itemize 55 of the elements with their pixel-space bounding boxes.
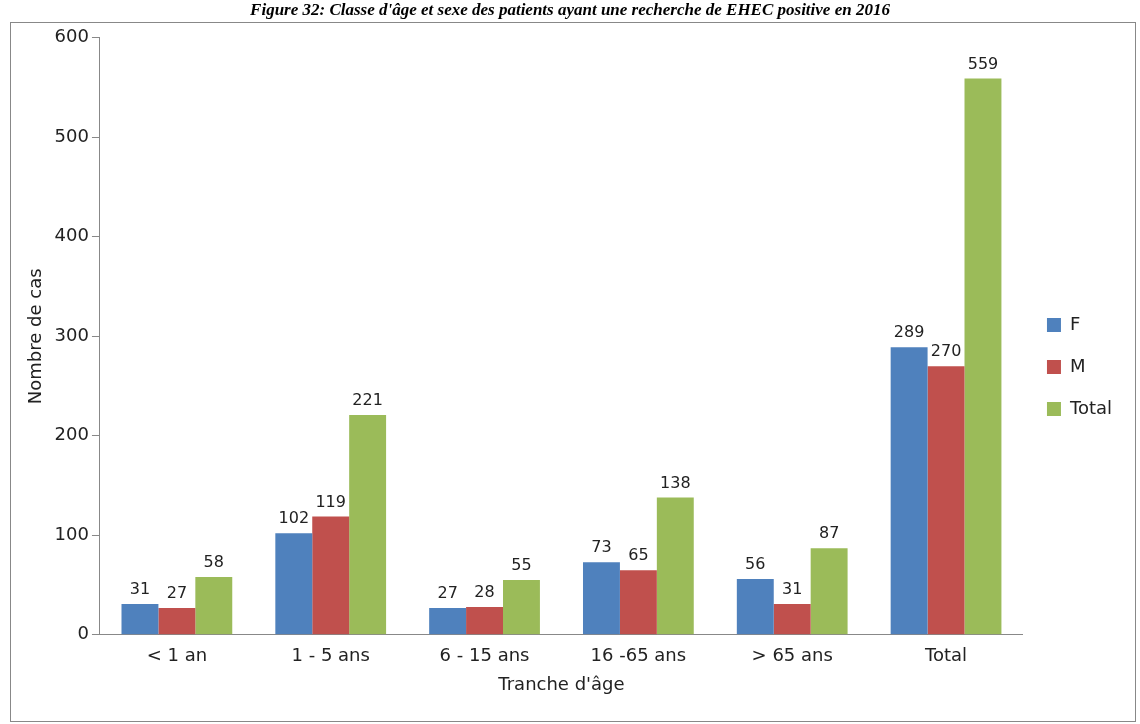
data-label: 102 (278, 508, 310, 528)
bar (349, 414, 387, 635)
bar (736, 579, 774, 635)
data-label: 87 (818, 523, 840, 543)
bar (503, 580, 540, 635)
bar (121, 603, 159, 635)
bar (927, 366, 965, 635)
data-label: 58 (203, 552, 224, 572)
data-label: 270 (930, 341, 962, 361)
x-tick-label: 1 - 5 ans (291, 644, 370, 666)
y-tick-label: 400 (54, 224, 89, 246)
bar (964, 78, 1002, 635)
bar (619, 570, 657, 635)
x-tick-label: > 65 ans (751, 644, 833, 666)
y-tick-label: 200 (54, 423, 89, 445)
data-label: 221 (352, 390, 383, 410)
data-label: 56 (745, 554, 766, 574)
data-label: 27 (166, 583, 188, 603)
y-tick-label: 500 (54, 124, 89, 146)
bar (275, 533, 313, 635)
data-label: 73 (591, 537, 612, 557)
data-label: 31 (782, 579, 803, 599)
data-label: 31 (129, 579, 151, 599)
bar (158, 607, 196, 635)
data-label: 138 (660, 472, 691, 492)
y-tick-label: 0 (77, 622, 89, 644)
x-axis-title: Tranche d'âge (497, 672, 625, 694)
x-tick-label: 16 -65 ans (590, 644, 687, 666)
legend-label: Total (1068, 396, 1113, 418)
data-label: 65 (628, 545, 649, 565)
bar (429, 607, 467, 635)
bar (466, 606, 503, 635)
bar (312, 516, 350, 635)
bar (583, 562, 620, 635)
legend-label: M (1069, 354, 1086, 376)
data-label: 55 (511, 555, 532, 575)
bar (656, 497, 694, 635)
bar (890, 347, 928, 635)
y-axis-title: Nombre de cas (24, 268, 46, 405)
data-label: 27 (437, 583, 458, 603)
data-label: 119 (315, 491, 346, 511)
y-tick-label: 600 (54, 25, 89, 47)
y-tick-label: 300 (54, 323, 89, 345)
data-label: 289 (893, 322, 925, 342)
chart-title: Figure 32: Classe d'âge et sexe des patients ayant une recherche de EHEC positive en 2016 (249, 0, 891, 20)
data-label: 559 (967, 53, 999, 73)
x-tick-label: < 1 an (146, 644, 208, 666)
data-label: 28 (474, 582, 495, 602)
x-tick-label: 6 - 15 ans (439, 644, 530, 666)
bar (195, 577, 233, 635)
y-tick-label: 100 (54, 522, 89, 544)
bar (810, 548, 848, 635)
bar (773, 603, 811, 635)
x-tick-label: Total (924, 644, 968, 666)
legend-label: F (1069, 312, 1081, 334)
